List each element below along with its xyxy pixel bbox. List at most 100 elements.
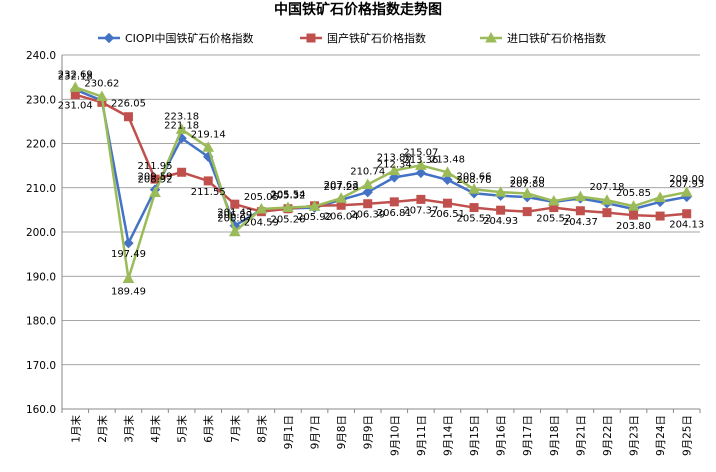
data-label: 204.93 (483, 216, 518, 227)
data-label: 206.81 (377, 208, 412, 219)
data-point (175, 123, 188, 134)
data-point (203, 176, 213, 186)
data-point (496, 205, 506, 215)
data-point (230, 199, 240, 209)
data-label: 207.63 (324, 180, 359, 191)
data-point (69, 81, 82, 92)
x-tick-label: 9月23日 (629, 415, 641, 456)
data-label: 204.13 (669, 220, 704, 231)
gridlines (62, 54, 700, 366)
data-label: 205.32 (270, 190, 305, 201)
data-point (521, 187, 534, 199)
legend: CIOPI中国铁矿石价格指数 国产铁矿石价格指数 进口铁矿石价格指数 (98, 31, 606, 45)
data-label: 210.74 (350, 166, 385, 177)
x-tick-label: 9月18日 (549, 415, 561, 456)
data-point (282, 201, 294, 212)
y-tick-label: 210.0 (26, 183, 56, 195)
legend-label: 国产铁矿石价格指数 (327, 31, 426, 45)
data-point (547, 194, 560, 206)
data-label: 226.05 (111, 99, 146, 110)
data-label: 204.59 (244, 218, 279, 229)
data-point (522, 207, 532, 217)
data-label: 205.54 (270, 189, 305, 200)
x-tick-label: 9月14日 (442, 415, 454, 456)
y-tick-label: 170.0 (26, 360, 56, 372)
y-tick-label: 160.0 (26, 404, 56, 416)
data-label: 213.48 (430, 154, 465, 165)
y-tick-label: 240.0 (26, 50, 56, 62)
y-tick-label: 180.0 (26, 316, 56, 328)
legend-marker (485, 31, 497, 43)
data-label: 205.52 (536, 214, 571, 225)
data-label: 205.85 (616, 188, 651, 199)
data-point (388, 164, 401, 176)
data-point (361, 178, 374, 189)
data-label: 207.88 (510, 179, 545, 190)
data-point (123, 112, 133, 122)
x-tick-label: 2月末 (96, 415, 109, 443)
data-label: 206.29 (217, 210, 252, 221)
data-label: 205.52 (457, 214, 492, 225)
data-point (363, 199, 373, 209)
y-tick-label: 230.0 (26, 94, 56, 106)
x-tick-label: 9月17日 (522, 415, 534, 456)
data-point (602, 208, 612, 218)
data-point (441, 166, 454, 177)
data-point (629, 210, 639, 220)
data-point (682, 209, 692, 219)
data-point (389, 172, 400, 183)
data-label: 200.07 (217, 214, 252, 225)
data-label: 231.04 (58, 101, 93, 112)
data-point (96, 90, 108, 102)
x-tick-label: 7月末 (229, 415, 242, 443)
x-tick-label: 9月22日 (602, 415, 614, 456)
legend-marker (306, 33, 316, 43)
data-label: 232.18 (58, 72, 93, 83)
data-point (575, 206, 585, 216)
legend-marker (103, 32, 115, 44)
data-point (308, 200, 321, 211)
y-tick-label: 220.0 (26, 139, 56, 151)
data-point (335, 192, 347, 203)
data-label: 207.28 (324, 182, 359, 193)
data-label: 213.36 (403, 155, 438, 166)
data-point (362, 186, 373, 198)
x-tick-label: 8月末 (255, 415, 268, 443)
data-label: 211.95 (138, 161, 173, 172)
data-label: 223.18 (164, 111, 199, 122)
x-tick-label: 9月16日 (496, 415, 508, 456)
data-label: 205.26 (270, 215, 305, 226)
series-line (74, 86, 687, 280)
data-point (70, 90, 80, 100)
data-point (654, 191, 666, 202)
data-label: 212.34 (377, 159, 412, 170)
series-layer (69, 81, 693, 284)
data-label: 208.76 (457, 175, 492, 186)
legend-label: CIOPI中国铁矿石价格指数 (125, 31, 253, 45)
y-tick-label: 190.0 (26, 271, 56, 283)
data-label: 203.80 (616, 221, 651, 232)
data-label: 215.07 (403, 147, 438, 158)
x-tick-label: 1月末 (69, 415, 82, 443)
x-tick-label: 9月1日 (283, 415, 295, 449)
data-point (150, 174, 160, 184)
data-point (601, 194, 613, 205)
data-label: 208.70 (510, 176, 545, 187)
data-label: 204.37 (563, 217, 598, 228)
x-tick-label: 4月末 (149, 415, 162, 443)
x-tick-label: 5月末 (176, 415, 189, 443)
legend-item: CIOPI中国铁矿石价格指数 (98, 31, 253, 45)
data-label: 219.14 (191, 129, 226, 140)
legend-item: 国产铁矿石价格指数 (300, 31, 426, 45)
data-label: 232.69 (58, 69, 93, 80)
x-tick-label: 3月末 (122, 415, 135, 443)
data-label: 230.62 (84, 79, 119, 90)
data-label: 207.93 (669, 179, 704, 190)
data-label: 189.49 (111, 287, 146, 298)
data-label: 213.88 (377, 153, 412, 164)
x-tick-label: 9月21日 (575, 415, 587, 456)
series-triangle (69, 81, 693, 284)
legend-item: 进口铁矿石价格指数 (480, 31, 606, 45)
data-label: 201.43 (217, 208, 252, 219)
data-point (574, 190, 587, 202)
